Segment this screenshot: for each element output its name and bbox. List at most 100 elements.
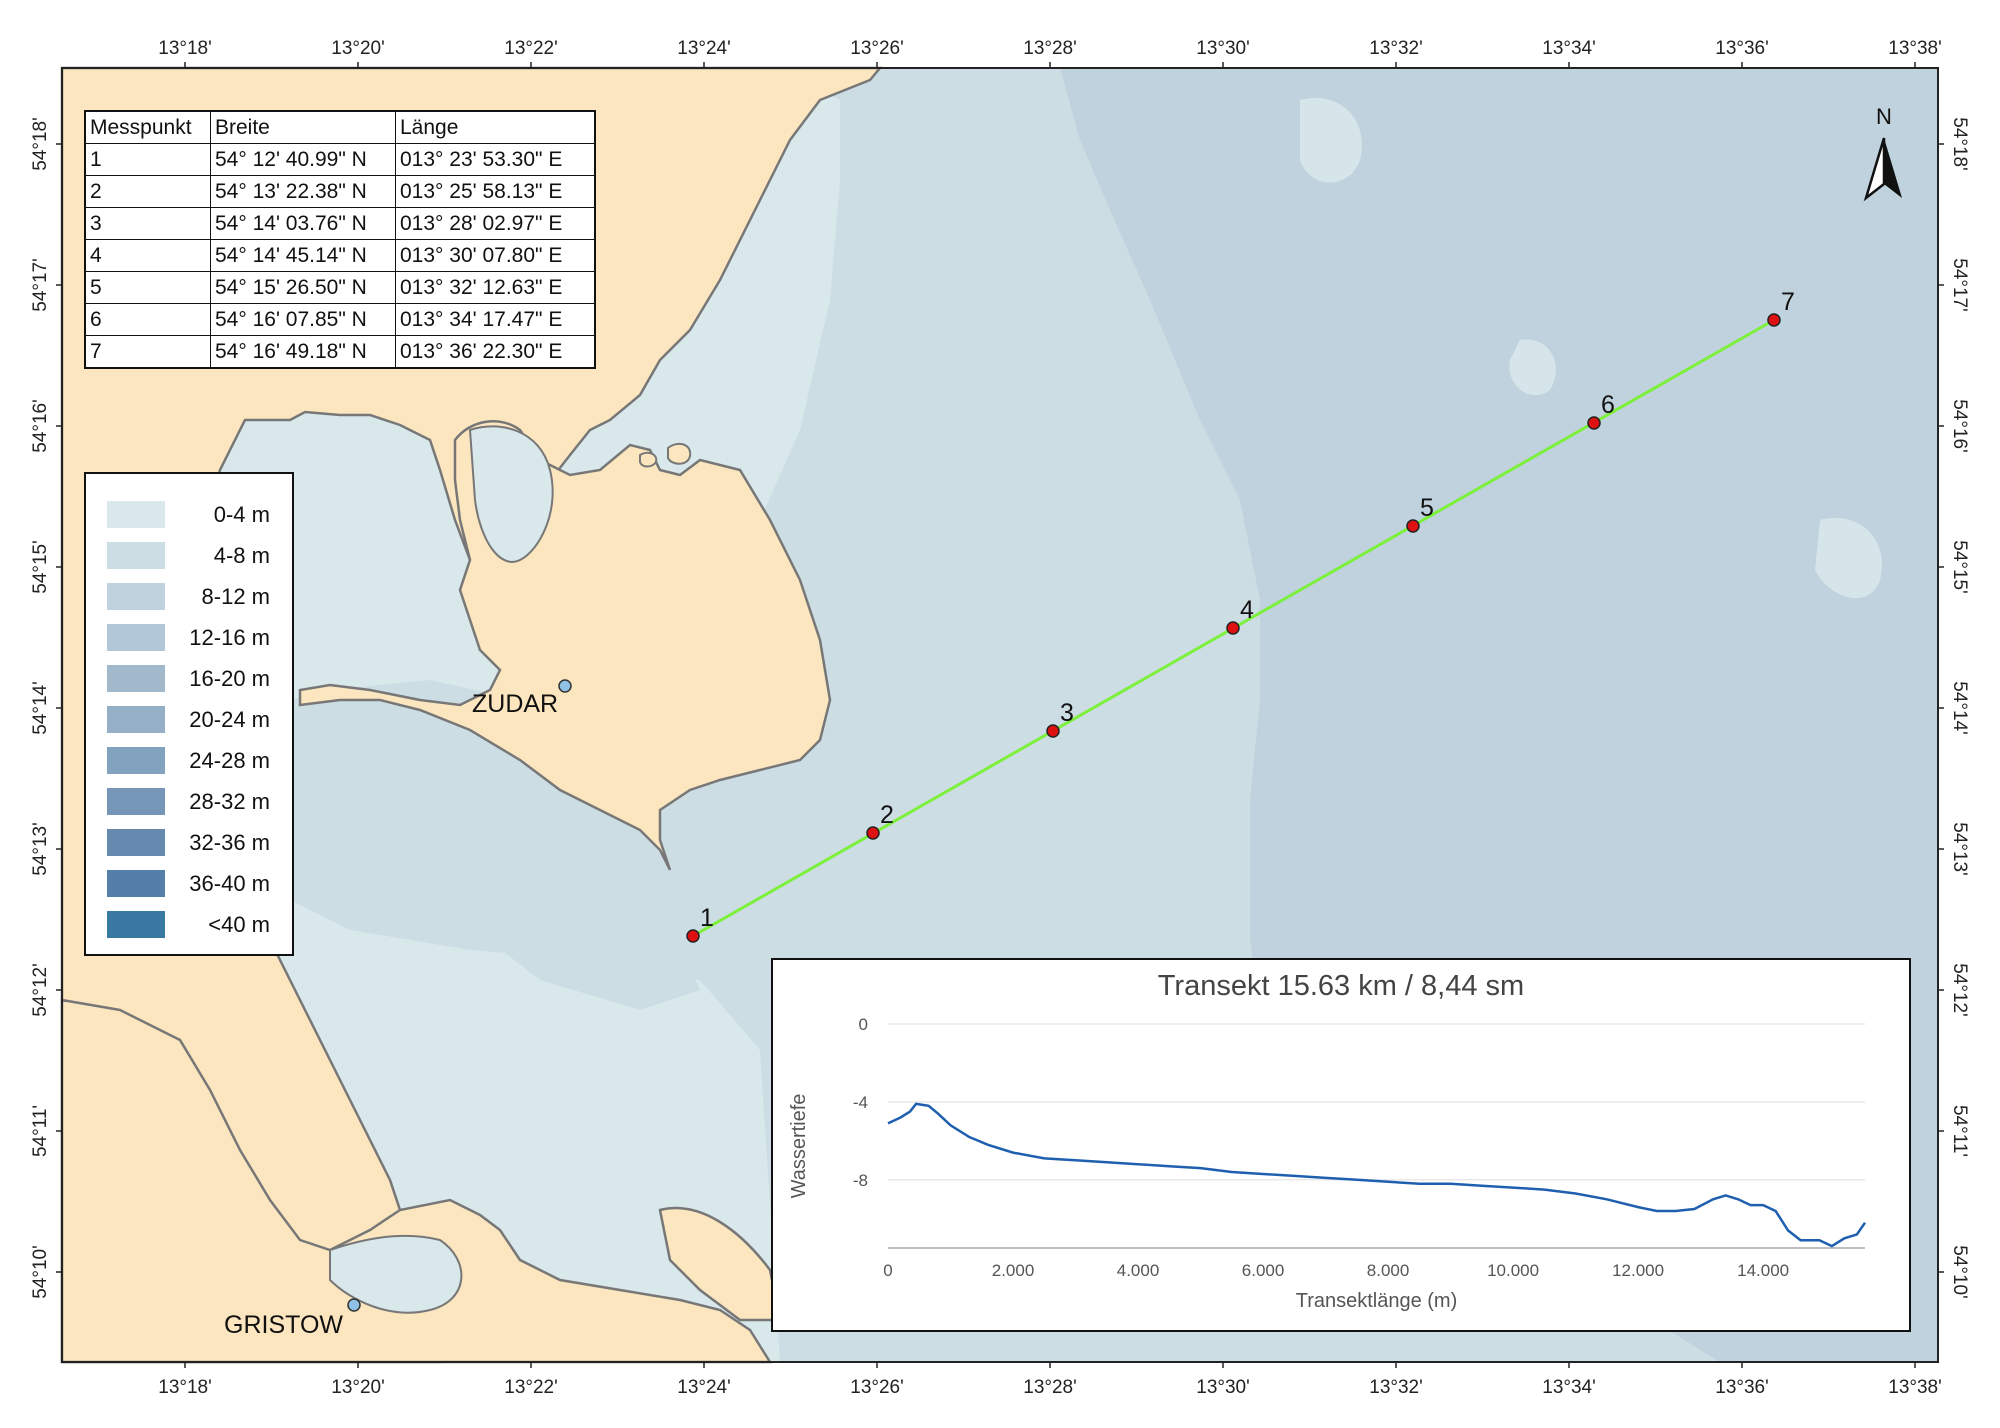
cell-point: 1: [84, 143, 211, 176]
x-tick-label: 10.000: [1487, 1261, 1539, 1280]
cell-lat: 54° 14' 45.14" N: [210, 239, 396, 272]
lat-tick-label-left: 54°11': [30, 1105, 51, 1157]
table-row: 2 54° 13' 22.38" N 013° 25' 58.13" E: [84, 175, 596, 208]
transect-point-label: 7: [1781, 288, 1795, 316]
cell-lat: 54° 15' 26.50" N: [210, 271, 396, 304]
y-tick-label: 0: [859, 1015, 868, 1034]
north-arrow-icon: [1863, 137, 1902, 202]
x-tick-label: 14.000: [1737, 1261, 1789, 1280]
cell-lon: 013° 23' 53.30" E: [395, 143, 596, 176]
cell-lat: 54° 14' 03.76" N: [210, 207, 396, 240]
header-laenge: Länge: [395, 110, 596, 144]
land-zudar: [60, 66, 883, 1364]
lon-tick-label-top: 13°26': [850, 38, 904, 59]
lat-tick-label-right: 54°11': [1949, 1105, 1970, 1157]
transect-point-7: [1767, 313, 1781, 327]
legend-label: 24-28 m: [189, 747, 270, 773]
lon-tick-label-bottom: 13°34': [1542, 1377, 1596, 1398]
land-zudar-main: [298, 420, 832, 871]
legend-item: 24-28 m: [86, 740, 292, 781]
lat-tick-label-left: 54°15': [30, 540, 51, 594]
lon-tick-label-bottom: 13°38': [1888, 1377, 1942, 1398]
legend-item: 12-16 m: [86, 617, 292, 658]
lon-tick-label-bottom: 13°32': [1369, 1377, 1423, 1398]
legend-label: 12-16 m: [189, 624, 270, 650]
table-header-row: Messpunkt Breite Länge: [84, 110, 596, 144]
transect-point-2: [866, 826, 880, 840]
lon-tick-label-bottom: 13°22': [504, 1377, 558, 1398]
lon-tick-label-bottom: 13°30': [1196, 1377, 1250, 1398]
bay-water: [468, 425, 554, 563]
legend-label: 0-4 m: [213, 501, 270, 527]
sand-bank-shallow: [1300, 98, 1362, 183]
island-small: [667, 442, 692, 465]
cell-point: 5: [84, 271, 211, 304]
place-marker-gristow: [347, 1298, 361, 1312]
table-row: 6 54° 16' 07.85" N 013° 34' 17.47" E: [84, 303, 596, 336]
transect-point-label: 3: [1060, 699, 1074, 727]
transect-point-6: [1587, 416, 1601, 430]
place-label-zudar: ZUDAR: [472, 690, 558, 718]
y-tick-label: -8: [853, 1171, 868, 1190]
lat-tick-label-left: 54°17': [30, 258, 51, 312]
cell-point: 7: [84, 335, 211, 369]
lon-tick-label-top: 13°18': [158, 38, 212, 59]
lat-tick-label-right: 54°10': [1949, 1245, 1970, 1299]
lon-tick-label-top: 13°28': [1023, 38, 1077, 59]
header-breite: Breite: [210, 110, 396, 144]
lat-tick-label-left: 54°13': [30, 822, 51, 876]
legend-item: 0-4 m: [86, 494, 292, 535]
place-marker-zudar: [558, 679, 572, 693]
lon-tick-label-top: 13°34': [1542, 38, 1596, 59]
lon-tick-label-bottom: 13°20': [331, 1377, 385, 1398]
table-row: 4 54° 14' 45.14" N 013° 30' 07.80" E: [84, 239, 596, 272]
cell-lon: 013° 34' 17.47" E: [395, 303, 596, 336]
lat-tick-label-left: 54°10': [30, 1245, 51, 1299]
legend-swatch: [107, 542, 165, 569]
legend-label: <40 m: [208, 911, 270, 937]
legend-swatch: [107, 747, 165, 774]
x-tick-label: 12.000: [1612, 1261, 1664, 1280]
coordinate-table: Messpunkt Breite Länge 1 54° 12' 40.99" …: [84, 110, 596, 369]
lat-tick-label-right: 54°14': [1949, 681, 1970, 735]
transect: 1 2 3 4 5 6 7: [686, 288, 1795, 943]
cell-lon: 013° 36' 22.30" E: [395, 335, 596, 369]
legend-label: 28-32 m: [189, 788, 270, 814]
lon-tick-label-top: 13°38': [1888, 38, 1942, 59]
cell-point: 3: [84, 207, 211, 240]
north-arrow: N: [1862, 104, 1906, 202]
lon-tick-label-top: 13°20': [331, 38, 385, 59]
header-messpunkt: Messpunkt: [84, 110, 211, 144]
legend-label: 4-8 m: [213, 542, 270, 568]
x-axis-title: Transektlänge (m): [1296, 1290, 1458, 1312]
legend-swatch: [107, 911, 165, 938]
legend-label: 20-24 m: [189, 706, 270, 732]
cell-lat: 54° 16' 49.18" N: [210, 335, 396, 369]
legend-swatch: [107, 583, 165, 610]
lon-tick-label-bottom: 13°26': [850, 1377, 904, 1398]
cell-lon: 013° 25' 58.13" E: [395, 175, 596, 208]
depth-profile-panel: Transekt 15.63 km / 8,44 sm 0 -4 -8 0 2.000 4…: [771, 958, 1911, 1332]
legend-item: 20-24 m: [86, 699, 292, 740]
transect-point-label: 4: [1240, 596, 1254, 624]
legend-item: 4-8 m: [86, 535, 292, 576]
map-frame: [61, 67, 1939, 1363]
lon-tick-label-bottom: 13°18': [158, 1377, 212, 1398]
island-small-2: [639, 451, 658, 468]
transect-point-1: [686, 929, 700, 943]
lat-tick-label-left: 54°14': [30, 681, 51, 735]
north-letter: N: [1876, 104, 1892, 129]
cell-point: 2: [84, 175, 211, 208]
cell-lat: 54° 13' 22.38" N: [210, 175, 396, 208]
legend-item: 8-12 m: [86, 576, 292, 617]
map-graticule: 13°18' 13°18' 13°20' 13°20' 13°22' 13°22' 13°2…: [30, 38, 1970, 1398]
land-south-island: [658, 1206, 782, 1322]
cell-lon: 013° 28' 02.97" E: [395, 207, 596, 240]
legend-swatch: [107, 706, 165, 733]
lat-tick-label-right: 54°16': [1949, 399, 1970, 453]
transect-point-4: [1226, 621, 1240, 635]
land-gristow: [60, 998, 773, 1364]
table-row: 7 54° 16' 49.18" N 013° 36' 22.30" E: [84, 335, 596, 369]
legend-label: 16-20 m: [189, 665, 270, 691]
profile-title: Transekt 15.63 km / 8,44 sm: [1157, 970, 1525, 1002]
